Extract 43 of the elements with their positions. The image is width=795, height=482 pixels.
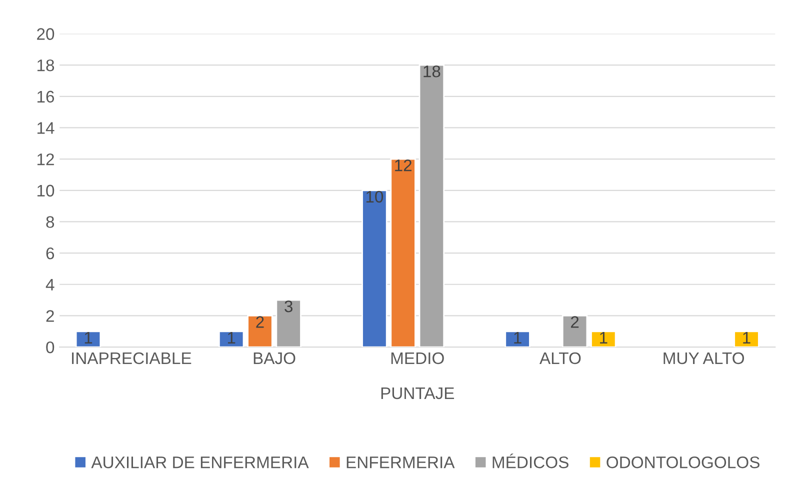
y-tick-label: 14 bbox=[38, 122, 54, 134]
y-tick-label: 4 bbox=[46, 278, 54, 290]
x-axis-title: PUNTAJE bbox=[381, 387, 454, 400]
x-tick-label: INAPRECIABLE bbox=[72, 352, 192, 364]
y-tick-label: 12 bbox=[38, 153, 54, 166]
data-label: 1 bbox=[743, 332, 750, 344]
y-tick-label: 16 bbox=[38, 90, 54, 103]
bar bbox=[590, 330, 616, 348]
bar bbox=[276, 299, 302, 348]
data-label: 2 bbox=[570, 316, 579, 328]
data-label: 2 bbox=[256, 316, 264, 328]
legend-label: ODONTOLOGOLOS bbox=[606, 456, 760, 468]
x-tick-label: ALTO bbox=[540, 352, 581, 364]
legend-label: AUXILIAR DE ENFERMERIA bbox=[91, 456, 309, 468]
legend-label: MÉDICOS bbox=[492, 454, 568, 468]
y-tick-label: 18 bbox=[38, 59, 54, 72]
bar bbox=[418, 64, 445, 348]
legend-label: ENFERMERIA bbox=[346, 456, 455, 468]
bar bbox=[247, 315, 273, 348]
y-tick-label: 20 bbox=[37, 28, 54, 40]
bar bbox=[218, 330, 244, 348]
data-label: 1 bbox=[514, 332, 522, 344]
x-tick-label: MEDIO bbox=[391, 352, 444, 364]
bar bbox=[562, 315, 588, 348]
data-label: 18 bbox=[424, 66, 440, 78]
data-label: 10 bbox=[366, 190, 384, 203]
x-tick-label: MUY ALTO bbox=[664, 352, 744, 364]
y-tick-label: 10 bbox=[38, 184, 54, 197]
y-tick-label: 2 bbox=[46, 310, 54, 322]
data-label: 1 bbox=[84, 332, 92, 344]
bar bbox=[734, 330, 760, 348]
bar bbox=[75, 330, 102, 348]
bar bbox=[390, 158, 416, 348]
y-tick-label: 8 bbox=[46, 216, 54, 228]
data-label: 3 bbox=[284, 300, 292, 312]
bar bbox=[362, 190, 388, 348]
y-tick-label: 6 bbox=[46, 247, 54, 260]
data-label: 1 bbox=[228, 332, 236, 344]
bar bbox=[504, 330, 530, 348]
x-tick-label: BAJO bbox=[254, 352, 296, 364]
data-label: 1 bbox=[600, 332, 608, 344]
data-label: 12 bbox=[395, 160, 412, 172]
y-tick-label: 0 bbox=[46, 341, 54, 354]
